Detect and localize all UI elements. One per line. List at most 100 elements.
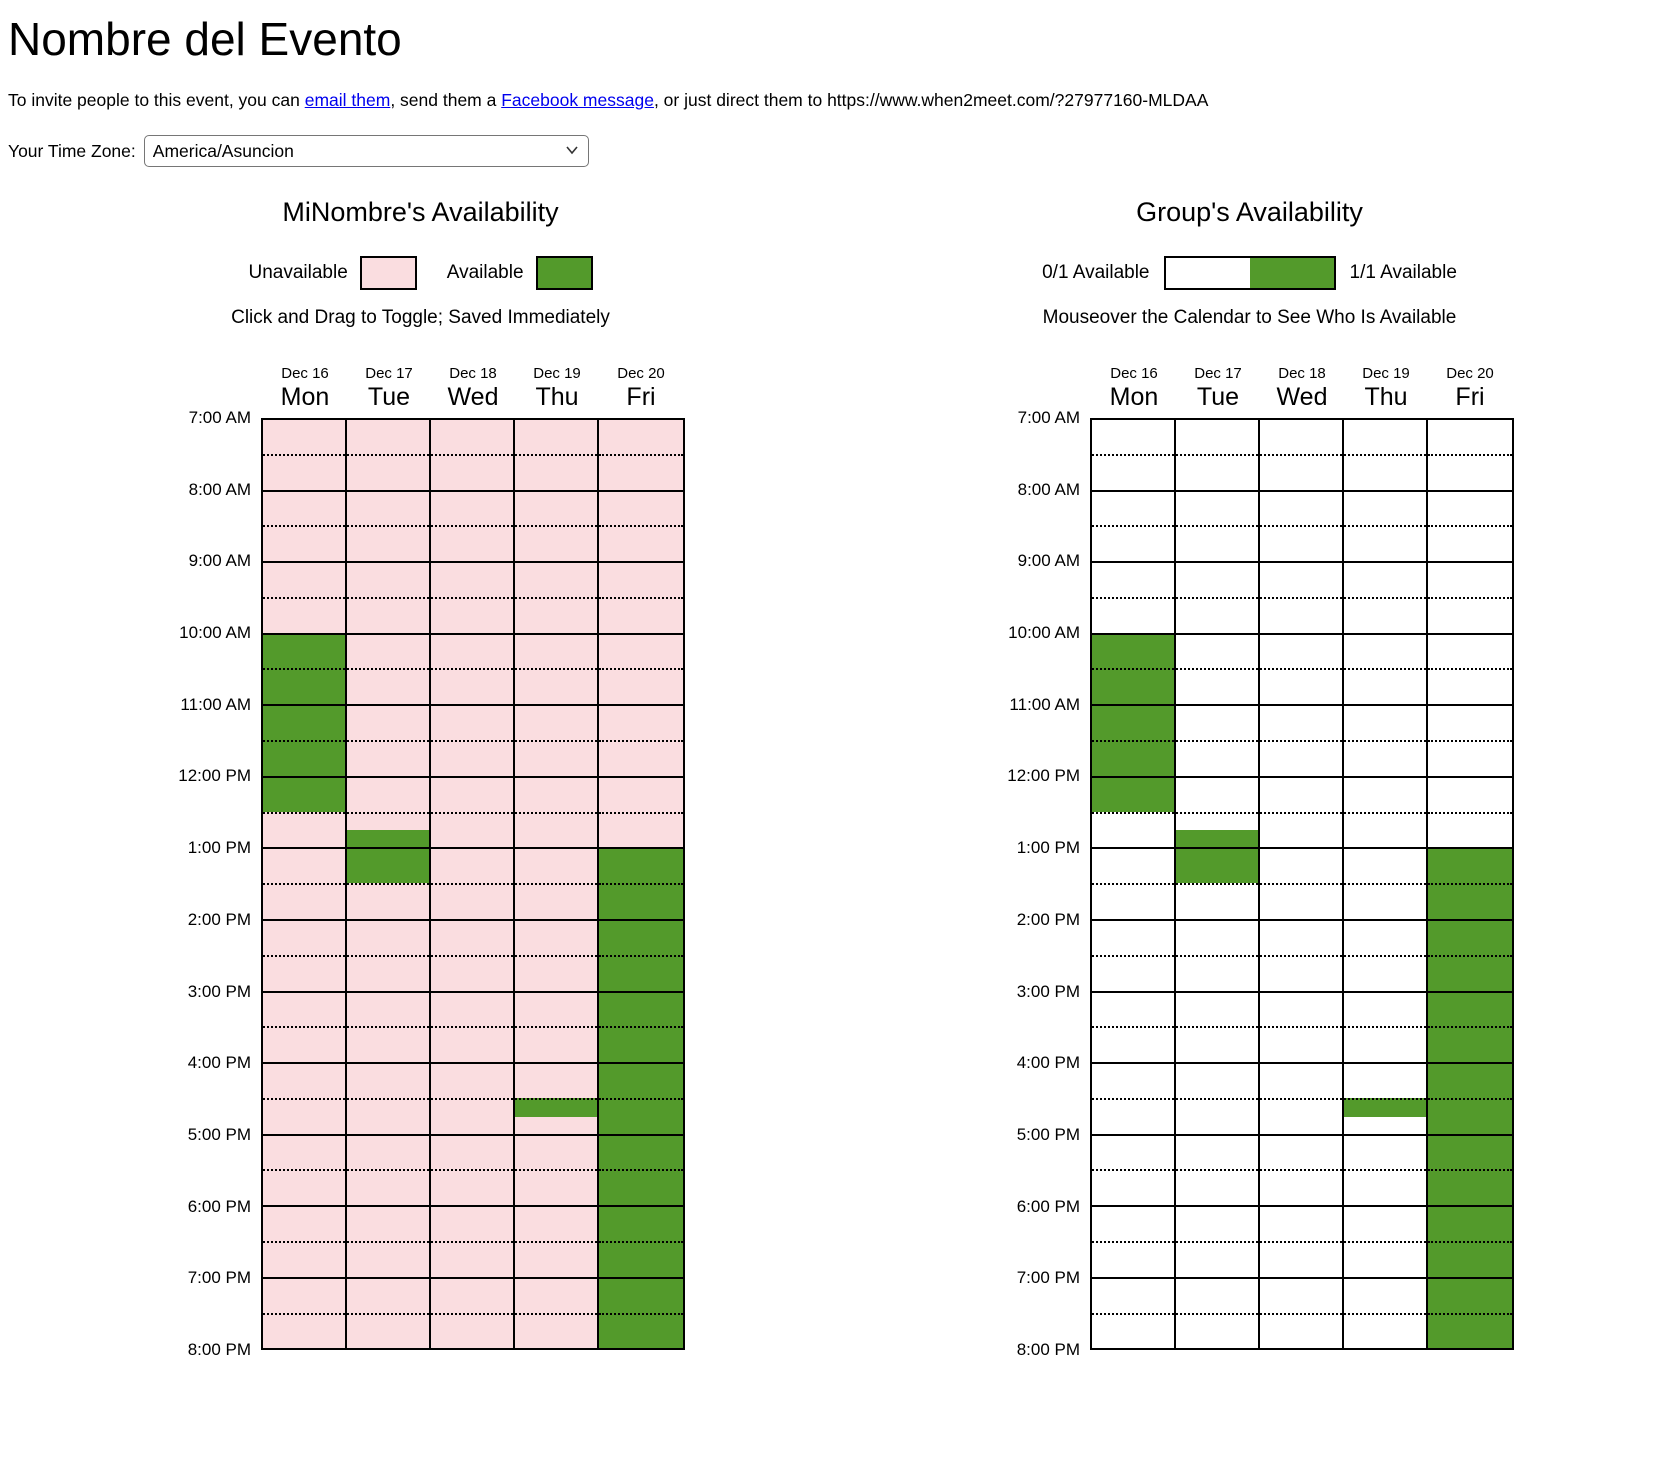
time-slot[interactable] xyxy=(1260,973,1342,991)
time-slot[interactable] xyxy=(1344,1152,1426,1170)
time-slot[interactable] xyxy=(1428,596,1512,616)
time-slot[interactable] xyxy=(1260,489,1342,509)
time-slot[interactable] xyxy=(1092,453,1174,473)
time-slot[interactable] xyxy=(1176,561,1258,581)
time-slot[interactable] xyxy=(1092,651,1174,669)
time-slot[interactable] xyxy=(263,580,345,597)
time-slot[interactable] xyxy=(599,1062,683,1081)
time-slot[interactable] xyxy=(1176,1259,1258,1277)
time-slot[interactable] xyxy=(1092,758,1174,776)
time-slot[interactable] xyxy=(515,453,597,473)
time-slot[interactable] xyxy=(599,687,683,705)
time-slot[interactable] xyxy=(1344,544,1426,562)
time-slot[interactable] xyxy=(515,847,597,867)
time-slot[interactable] xyxy=(1428,1188,1512,1206)
time-slot[interactable] xyxy=(599,1026,683,1046)
time-slot[interactable] xyxy=(1092,1062,1174,1081)
time-slot[interactable] xyxy=(515,937,597,955)
time-slot[interactable] xyxy=(1176,1188,1258,1206)
time-slot[interactable] xyxy=(599,866,683,884)
time-slot[interactable] xyxy=(515,775,597,795)
time-slot[interactable] xyxy=(1176,704,1258,724)
time-slot[interactable] xyxy=(1428,453,1512,473)
time-slot[interactable] xyxy=(1092,1009,1174,1027)
time-slot[interactable] xyxy=(431,723,513,741)
time-slot[interactable] xyxy=(515,596,597,616)
time-slot[interactable] xyxy=(1428,937,1512,955)
time-slot[interactable] xyxy=(1428,1276,1512,1296)
time-slot[interactable] xyxy=(1260,704,1342,724)
time-slot[interactable] xyxy=(263,668,345,688)
time-slot[interactable] xyxy=(515,1276,597,1296)
time-slot[interactable] xyxy=(599,1312,683,1332)
time-slot[interactable] xyxy=(1428,811,1512,831)
time-slot[interactable] xyxy=(599,973,683,991)
time-slot[interactable] xyxy=(1092,544,1174,562)
time-slot[interactable] xyxy=(431,596,513,616)
time-slot[interactable] xyxy=(599,811,683,831)
time-slot[interactable] xyxy=(263,990,345,1010)
time-slot[interactable] xyxy=(431,1312,513,1332)
time-slot[interactable] xyxy=(1092,847,1174,867)
time-slot[interactable] xyxy=(1428,1097,1512,1117)
time-slot[interactable] xyxy=(1176,990,1258,1010)
time-slot[interactable] xyxy=(515,1224,597,1241)
time-slot[interactable] xyxy=(1176,1276,1258,1296)
time-slot[interactable] xyxy=(599,1188,683,1206)
time-slot[interactable] xyxy=(515,990,597,1010)
time-slot[interactable] xyxy=(263,632,345,652)
time-slot[interactable] xyxy=(515,1045,597,1063)
time-slot[interactable] xyxy=(599,1169,683,1189)
time-slot[interactable] xyxy=(1092,1188,1174,1206)
time-slot[interactable] xyxy=(1092,990,1174,1010)
time-slot[interactable] xyxy=(1176,580,1258,597)
time-slot[interactable] xyxy=(431,847,513,867)
time-slot[interactable] xyxy=(1092,472,1174,490)
time-slot[interactable] xyxy=(1260,990,1342,1010)
time-slot[interactable] xyxy=(1260,902,1342,919)
time-slot[interactable] xyxy=(1428,1169,1512,1189)
time-slot[interactable] xyxy=(431,544,513,562)
time-slot[interactable] xyxy=(1260,723,1342,741)
time-slot[interactable] xyxy=(599,1276,683,1296)
time-slot[interactable] xyxy=(1428,1259,1512,1277)
time-slot[interactable] xyxy=(431,561,513,581)
time-slot[interactable] xyxy=(599,794,683,812)
time-slot[interactable] xyxy=(515,687,597,705)
time-slot[interactable] xyxy=(1260,668,1342,688)
time-slot[interactable] xyxy=(1092,1331,1174,1349)
time-slot[interactable] xyxy=(1428,775,1512,795)
time-slot[interactable] xyxy=(263,775,345,795)
time-slot[interactable] xyxy=(515,1169,597,1189)
time-slot[interactable] xyxy=(1344,489,1426,509)
time-slot[interactable] xyxy=(431,420,513,437)
time-slot[interactable] xyxy=(1260,615,1342,633)
time-slot[interactable] xyxy=(431,990,513,1010)
time-slot[interactable] xyxy=(1092,1295,1174,1313)
time-slot[interactable] xyxy=(347,453,429,473)
time-slot[interactable] xyxy=(1344,1312,1426,1332)
time-slot[interactable] xyxy=(1260,472,1342,490)
time-slot[interactable] xyxy=(1176,1331,1258,1349)
time-slot[interactable] xyxy=(1260,687,1342,705)
time-slot[interactable] xyxy=(347,561,429,581)
email-them-link[interactable]: email them xyxy=(304,90,391,110)
time-slot[interactable] xyxy=(515,615,597,633)
time-slot[interactable] xyxy=(1260,453,1342,473)
time-slot[interactable] xyxy=(599,580,683,597)
time-slot[interactable] xyxy=(599,704,683,724)
time-slot[interactable] xyxy=(1428,1152,1512,1170)
time-slot[interactable] xyxy=(1176,489,1258,509)
time-slot[interactable] xyxy=(1428,1062,1512,1081)
time-slot[interactable] xyxy=(599,954,683,974)
time-slot[interactable] xyxy=(1344,1205,1426,1225)
time-slot[interactable] xyxy=(1176,723,1258,741)
time-slot[interactable] xyxy=(1260,1295,1342,1313)
time-slot[interactable] xyxy=(1260,758,1342,776)
time-slot[interactable] xyxy=(599,453,683,473)
time-slot[interactable] xyxy=(431,1133,513,1153)
time-slot[interactable] xyxy=(599,544,683,562)
time-slot[interactable] xyxy=(1092,1276,1174,1296)
time-slot[interactable] xyxy=(1176,1240,1258,1260)
time-slot[interactable] xyxy=(599,1080,683,1098)
